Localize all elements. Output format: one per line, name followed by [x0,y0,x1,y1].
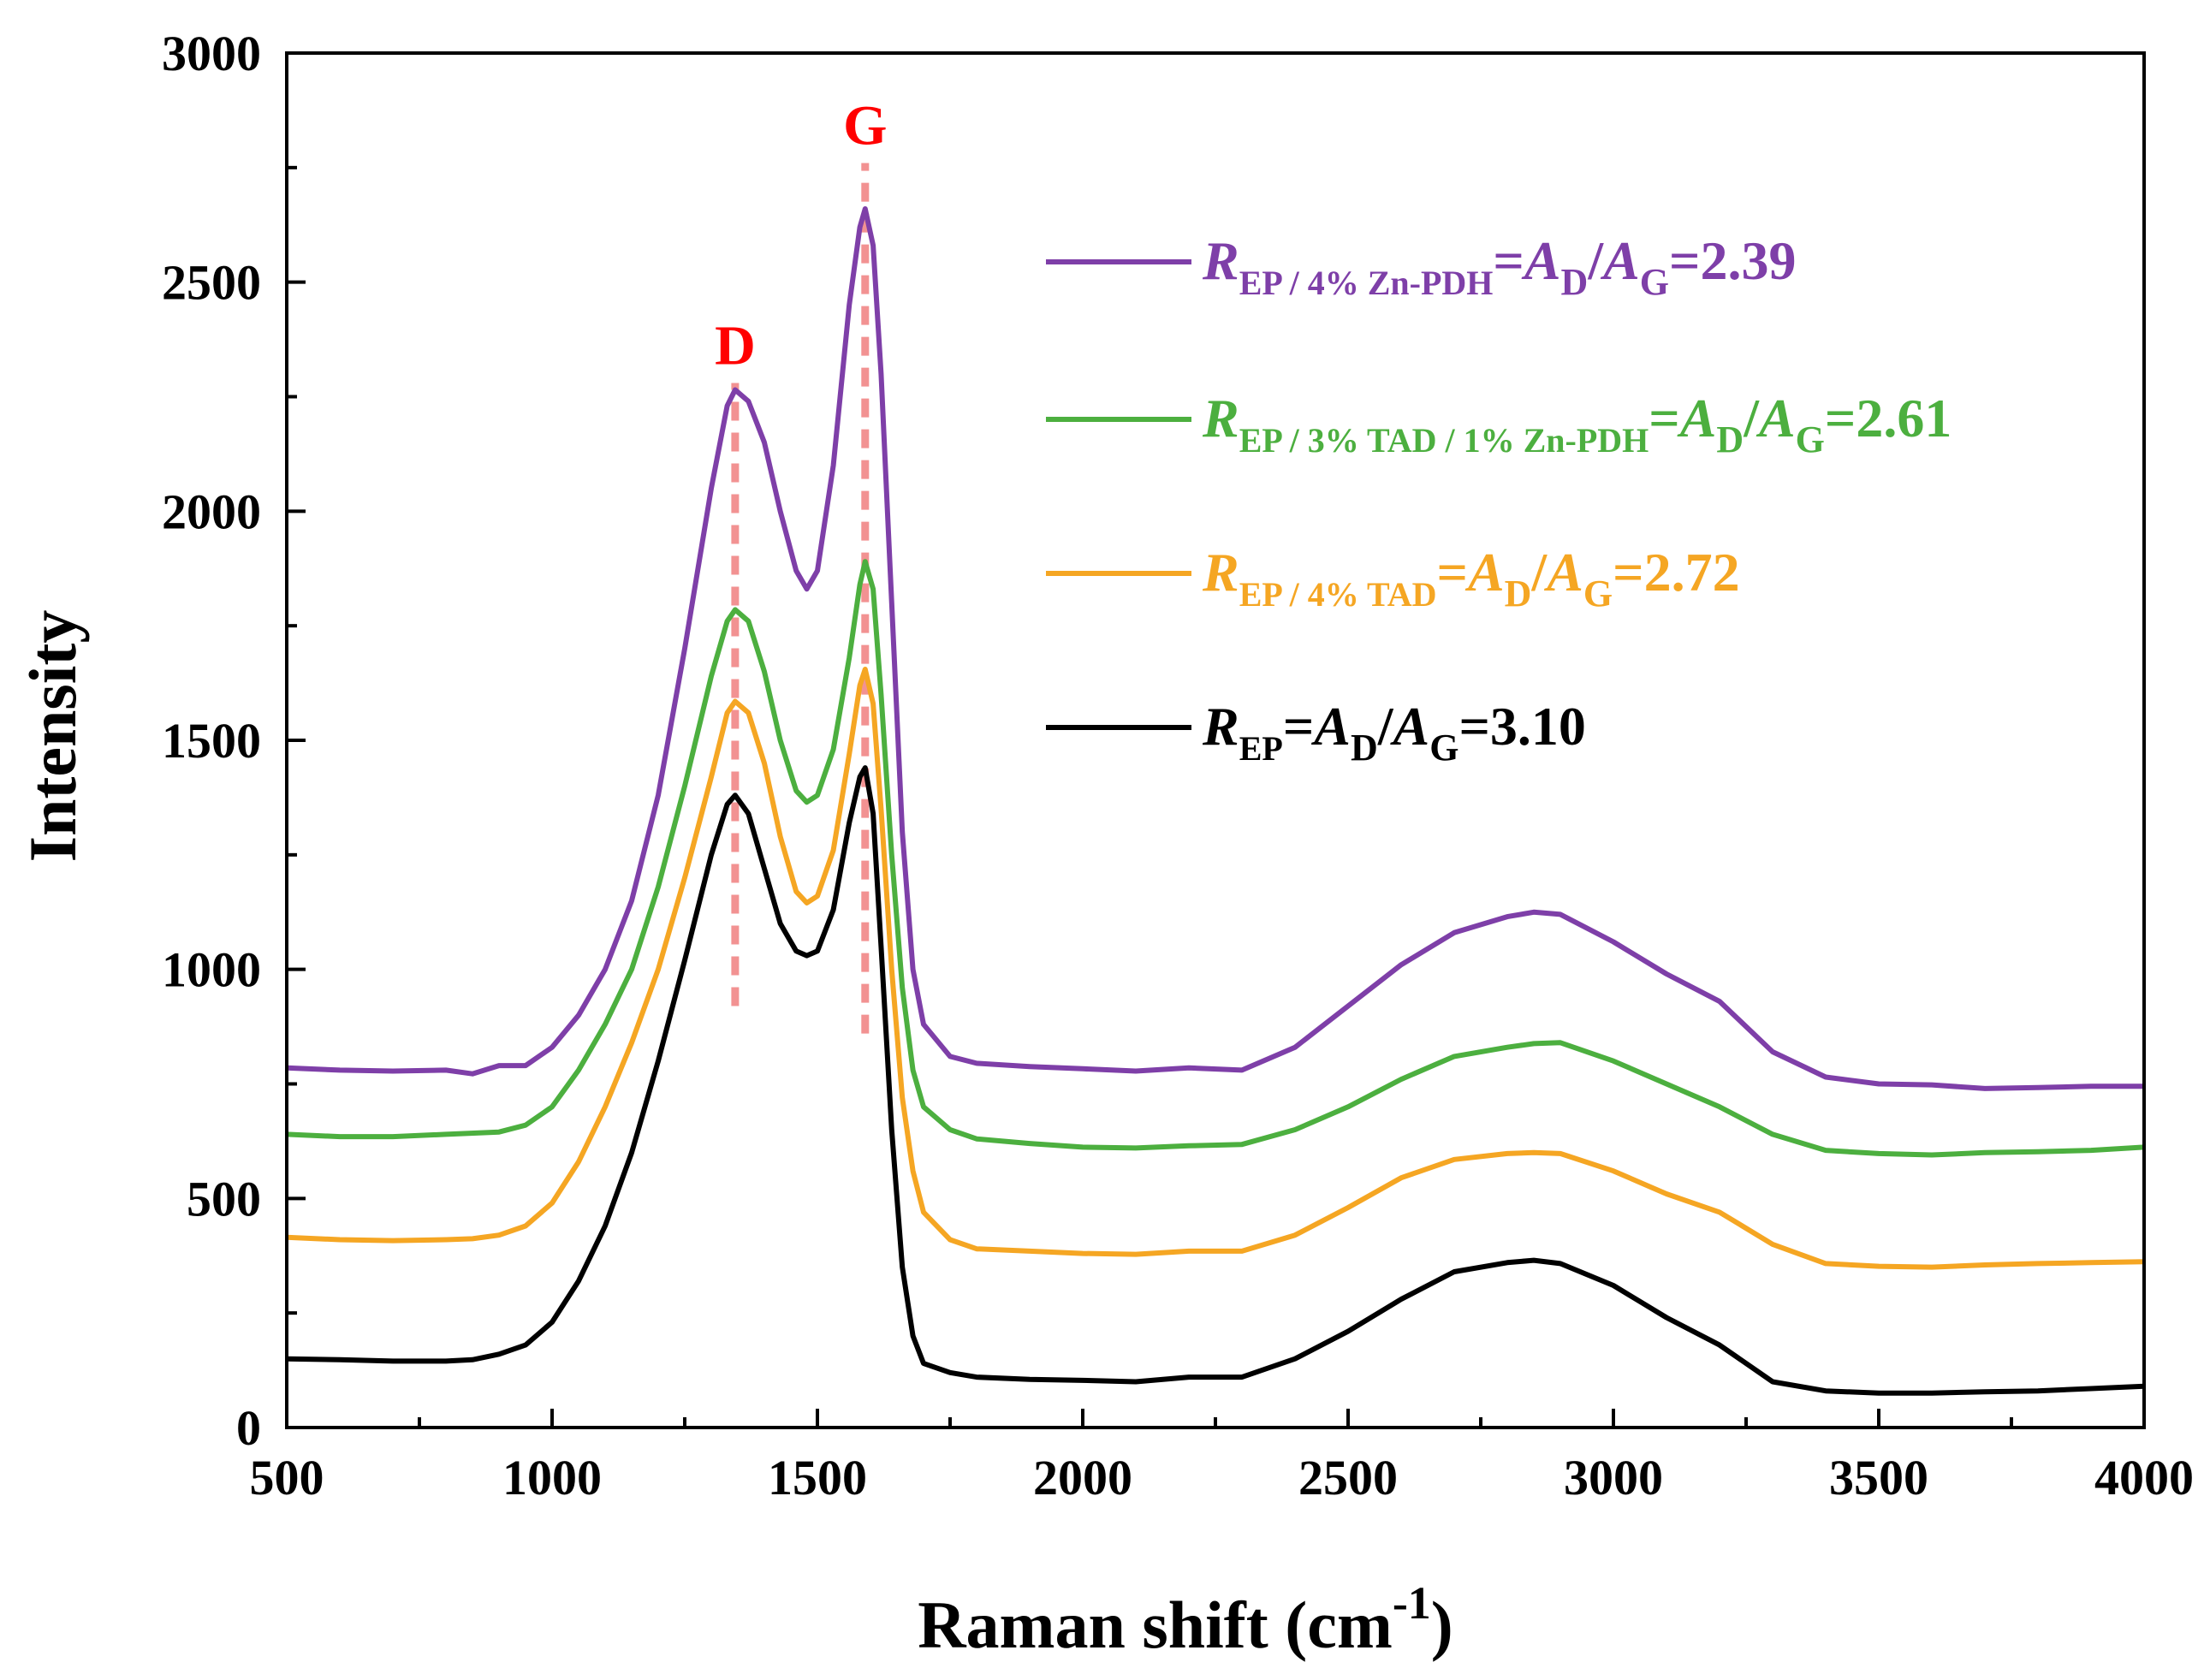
legend-part: =2.72 [1613,542,1739,603]
legend-part: A [1521,230,1561,291]
legend-part: R [1202,696,1239,757]
series-line-3 [286,765,2145,1396]
y-tick-label: 1000 [162,942,261,998]
series-lines [286,206,2145,1396]
x-tick-label: 4000 [2094,1450,2194,1505]
y-tick-label: 500 [187,1171,261,1226]
legend-part: / [1377,696,1394,757]
legend-part: G [1583,573,1613,614]
legend-part: EP / 4% Zn-PDH [1239,264,1494,302]
y-tick-label: 2500 [162,255,261,311]
legend-part: A [1677,388,1717,448]
legend-label-1: REP / 3% TAD / 1% Zn-PDH=AD/AG=2.61 [1202,388,1952,460]
y-axis-label: Intensity [15,610,90,863]
peak-label-g: G [843,94,887,157]
legend-part: A [1600,230,1640,291]
legend-part: A [1390,696,1430,757]
x-tick-label: 1500 [768,1450,867,1505]
legend-part: EP [1239,729,1283,768]
legend-part: =2.39 [1669,230,1796,291]
y-axis: 0 500 1000 1500 2000 2500 3000 [162,26,306,1456]
legend-part: A [1756,388,1796,448]
legend-part: D [1716,419,1744,460]
legend-part: G [1796,419,1825,460]
legend-part: EP / 4% TAD [1239,575,1437,614]
y-tick-label: 1500 [162,713,261,769]
peak-labels: DG [715,94,887,377]
legend-part: A [1543,542,1583,603]
peak-label-d: D [715,314,756,377]
legend-part: R [1202,388,1239,448]
series-line-0 [286,206,2144,1091]
legend-part: D [1561,261,1589,303]
peak-guides [731,163,870,1034]
legend-part: A [1464,542,1505,603]
legend-label-0: REP / 4% Zn-PDH=AD/AG=2.39 [1202,230,1797,303]
legend-part: R [1202,542,1239,603]
legend-part: = [1283,696,1314,757]
y-tick-label: 2000 [162,484,261,539]
x-tick-label: 3500 [1829,1450,1928,1505]
x-tick-label: 500 [250,1450,324,1505]
legend-part: = [1436,542,1467,603]
legend-label-3: REP=AD/AG=3.10 [1202,696,1586,769]
legend-part: D [1351,727,1378,769]
x-tick-label: 2000 [1033,1450,1132,1505]
legend-part: G [1429,727,1458,769]
legend-label-2: REP / 4% TAD=AD/AG=2.72 [1202,542,1740,614]
y-tick-label: 0 [236,1400,261,1456]
legend-part: / [1587,230,1604,291]
legend-part: =2.61 [1825,388,1952,448]
x-tick-label: 3000 [1564,1450,1663,1505]
legend-part: = [1493,230,1524,291]
x-tick-label: 1000 [502,1450,602,1505]
legend-part: G [1640,261,1669,303]
legend-part: = [1649,388,1679,448]
x-axis: 500 1000 1500 2000 2500 3000 3500 4000 [250,1409,2194,1505]
x-tick-label: 2500 [1298,1450,1398,1505]
legend-part: / [1743,388,1760,448]
series-line-2 [286,667,2145,1270]
legend-part: EP / 3% TAD / 1% Zn-PDH [1239,421,1649,460]
series-line-1 [286,559,2145,1158]
legend-part: D [1505,573,1532,614]
y-tick-label: 3000 [162,26,261,81]
legend-part: R [1202,230,1239,291]
legend-part: =3.10 [1458,696,1585,757]
legend-part: / [1530,542,1548,603]
x-axis-label: Raman shift (cm-1) [918,1577,1453,1662]
legend-part: A [1310,696,1351,757]
